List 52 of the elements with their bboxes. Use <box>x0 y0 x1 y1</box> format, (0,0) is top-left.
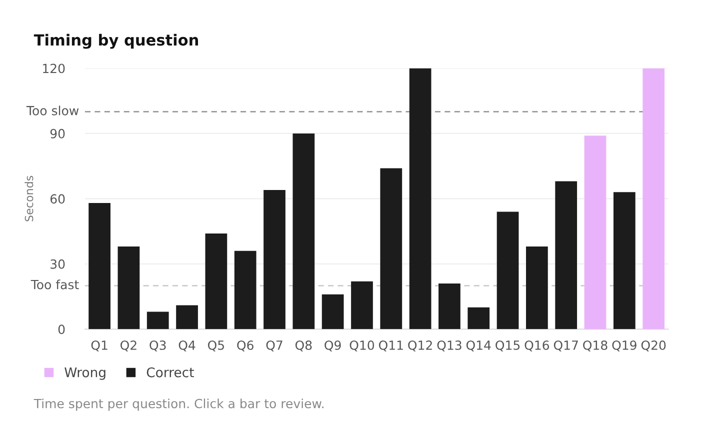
text: Time spent per question. Click a bar to review. <box>34 398 324 411</box>
bar <box>642 68 665 330</box>
bar <box>438 283 460 330</box>
x-tick-label: Q1 <box>91 340 108 352</box>
bar <box>496 212 519 330</box>
x-tick-label: Q8 <box>295 340 312 352</box>
x-tick-label: Q3 <box>150 340 166 352</box>
bar <box>613 192 636 330</box>
bar <box>584 136 606 330</box>
x-tick-label: Q6 <box>237 340 254 352</box>
y-tick-label: 60 <box>50 194 65 204</box>
chart-title: Timing by question <box>34 34 198 49</box>
x-tick-label: Q13 <box>437 340 462 352</box>
x-tick-label: Q5 <box>208 340 224 352</box>
bar <box>146 312 169 330</box>
bar <box>468 307 490 330</box>
legend-label: Wrong <box>64 368 106 380</box>
x-tick-label: Q11 <box>378 340 403 352</box>
bar <box>409 68 432 330</box>
bar <box>322 294 344 330</box>
y-tick-label: 120 <box>43 64 65 74</box>
x-tick-label: Q19 <box>612 340 636 352</box>
bar <box>234 250 256 330</box>
y-tick-label: 90 <box>50 128 65 138</box>
y-tick-label: 0 <box>58 324 65 334</box>
bar <box>176 305 198 330</box>
bar <box>292 133 315 330</box>
legend-label: Correct <box>146 367 194 378</box>
x-tick-label: Q4 <box>178 340 196 352</box>
y-axis-title: Seconds <box>24 176 34 222</box>
x-tick-label: Q2 <box>120 340 136 352</box>
x-tick-label: Q18 <box>583 340 608 352</box>
x-tick-label: Q10 <box>350 340 374 352</box>
ref-line-label: Too fast <box>30 280 79 290</box>
bar <box>118 246 140 330</box>
bar <box>88 203 110 330</box>
bar <box>205 233 228 330</box>
y-tick-label: 30 <box>50 259 65 269</box>
bar <box>380 168 402 330</box>
x-tick-label: Q20 <box>641 340 666 352</box>
x-tick-label: Q15 <box>496 340 520 352</box>
bar <box>351 281 373 330</box>
x-tick-label: Q12 <box>408 340 432 352</box>
x-tick-label: Q9 <box>324 340 341 352</box>
x-tick-label: Q7 <box>266 340 282 352</box>
bar <box>555 181 578 330</box>
ref-line-label: Too slow <box>26 106 79 116</box>
x-tick-label: Q17 <box>554 340 578 352</box>
bar <box>526 246 548 330</box>
bar <box>264 190 286 330</box>
x-tick-label: Q14 <box>466 340 491 352</box>
x-tick-label: Q16 <box>524 340 550 352</box>
